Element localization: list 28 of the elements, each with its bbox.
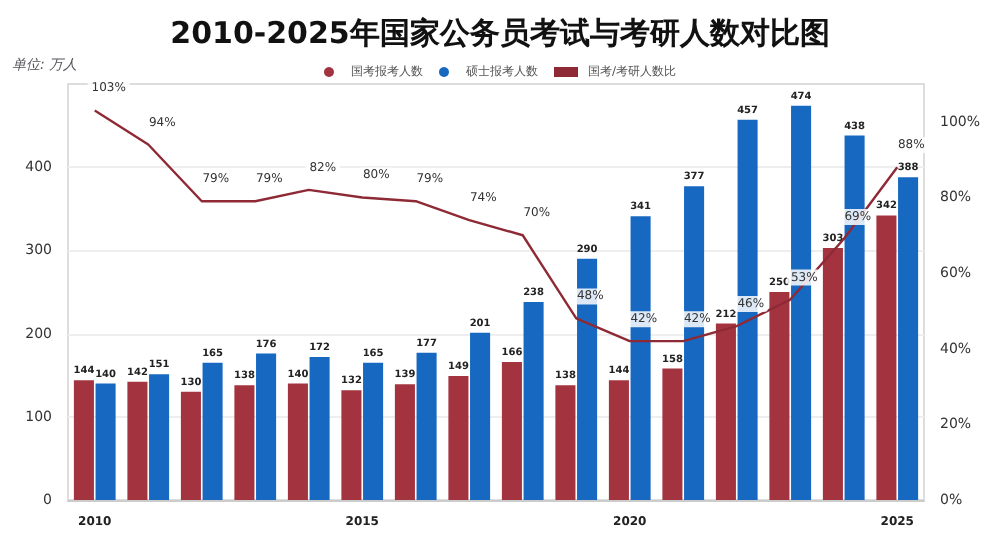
bar (95, 383, 116, 500)
bar (287, 383, 308, 500)
bar (309, 356, 330, 500)
bar (822, 247, 843, 500)
bar (394, 384, 415, 500)
bar (448, 376, 469, 500)
bar (662, 368, 683, 500)
bar (149, 374, 170, 500)
bar (608, 380, 629, 500)
bar (202, 362, 223, 500)
bar (256, 353, 277, 500)
bar (470, 332, 491, 500)
bar (341, 390, 362, 500)
bar (555, 385, 576, 500)
bar (876, 215, 897, 500)
bar (416, 352, 437, 500)
line-series (93, 109, 899, 343)
bar (73, 380, 94, 500)
bar (501, 361, 522, 500)
bar (180, 391, 201, 500)
bar (127, 381, 148, 500)
chart-title: 2010-2025年国家公务员考试与考研人数对比图 (170, 15, 830, 51)
bar (363, 362, 384, 500)
bar (715, 323, 736, 500)
bar (769, 292, 790, 500)
bar (523, 301, 544, 500)
bar (234, 385, 255, 500)
bar (898, 177, 919, 500)
